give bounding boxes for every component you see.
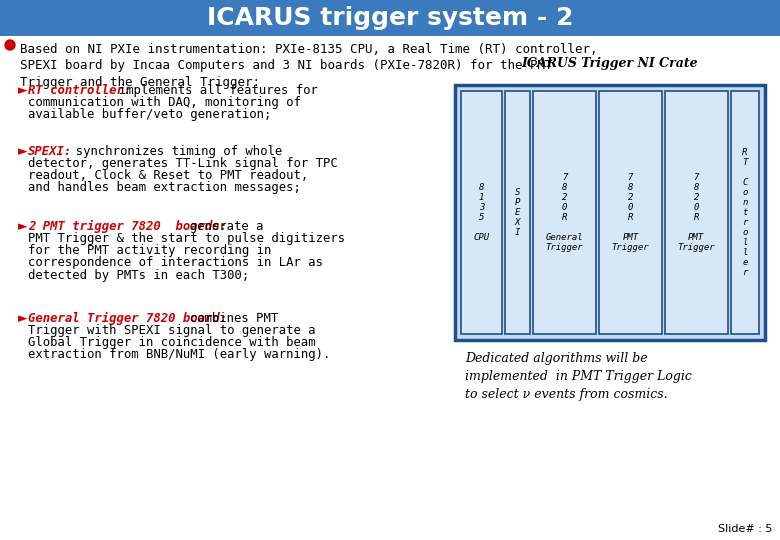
Bar xyxy=(533,91,596,334)
Circle shape xyxy=(5,40,15,50)
Text: Trigger with SPEXI signal to generate a: Trigger with SPEXI signal to generate a xyxy=(28,324,316,337)
Text: 7
8
2
0
R

PMT
Trigger: 7 8 2 0 R PMT Trigger xyxy=(678,173,715,252)
Text: ►: ► xyxy=(18,312,27,325)
Text: detected by PMTs in each T300;: detected by PMTs in each T300; xyxy=(28,268,250,281)
Text: ►: ► xyxy=(18,84,27,97)
Text: ICARUS trigger system - 2: ICARUS trigger system - 2 xyxy=(207,6,573,30)
Text: generate a: generate a xyxy=(176,220,264,233)
Bar xyxy=(461,91,502,334)
Text: 2 PMT trigger 7820  boards:: 2 PMT trigger 7820 boards: xyxy=(28,220,227,233)
Bar xyxy=(455,85,765,340)
Text: Based on NI PXIe instrumentation: PXIe-8135 CPU, a Real Time (RT) controller,
SP: Based on NI PXIe instrumentation: PXIe-8… xyxy=(20,43,597,89)
Text: ►: ► xyxy=(18,220,27,233)
Bar xyxy=(599,91,661,334)
Text: available buffer/veto generation;: available buffer/veto generation; xyxy=(28,109,271,122)
Bar xyxy=(665,91,728,334)
Text: SPEXI:: SPEXI: xyxy=(28,145,73,158)
Text: and handles beam extraction messages;: and handles beam extraction messages; xyxy=(28,181,301,194)
Text: ICARUS Trigger NI Crate: ICARUS Trigger NI Crate xyxy=(522,57,698,70)
Text: communication with DAQ, monitoring of: communication with DAQ, monitoring of xyxy=(28,96,301,109)
Text: for the PMT activity recording in: for the PMT activity recording in xyxy=(28,244,271,257)
Text: detector, generates TT-Link signal for TPC: detector, generates TT-Link signal for T… xyxy=(28,157,338,170)
Bar xyxy=(731,91,759,334)
Text: 8
1
3
5

CPU: 8 1 3 5 CPU xyxy=(473,183,490,242)
Bar xyxy=(505,91,530,334)
Text: Global Trigger in coincidence with beam: Global Trigger in coincidence with beam xyxy=(28,336,316,349)
Text: extraction from BNB/NuMI (early warning).: extraction from BNB/NuMI (early warning)… xyxy=(28,348,331,361)
Text: Slide# : 5: Slide# : 5 xyxy=(718,524,772,534)
Text: RT controller:: RT controller: xyxy=(28,84,131,97)
Text: 7
8
2
0
R

General
Trigger: 7 8 2 0 R General Trigger xyxy=(546,173,583,252)
Text: General Trigger 7820 board:: General Trigger 7820 board: xyxy=(28,312,227,325)
Text: Dedicated algorithms will be
implemented  in PMT Trigger Logic
to select ν event: Dedicated algorithms will be implemented… xyxy=(465,352,692,401)
Text: combines PMT: combines PMT xyxy=(176,312,278,325)
Text: R
T

C
o
n
t
r
o
l
l
e
r: R T C o n t r o l l e r xyxy=(742,148,747,278)
Text: S
P
E
X
I: S P E X I xyxy=(515,188,520,237)
Text: 7
8
2
0
R

PMT
Trigger: 7 8 2 0 R PMT Trigger xyxy=(612,173,649,252)
Bar xyxy=(0,0,780,36)
Text: synchronizes timing of whole: synchronizes timing of whole xyxy=(61,145,282,158)
Text: implements all features for: implements all features for xyxy=(105,84,318,97)
Text: PMT Trigger & the start to pulse digitizers: PMT Trigger & the start to pulse digitiz… xyxy=(28,232,345,245)
Text: correspondence of interactions in LAr as: correspondence of interactions in LAr as xyxy=(28,256,323,269)
Text: ►: ► xyxy=(18,145,27,158)
Text: readout, Clock & Reset to PMT readout,: readout, Clock & Reset to PMT readout, xyxy=(28,169,308,183)
